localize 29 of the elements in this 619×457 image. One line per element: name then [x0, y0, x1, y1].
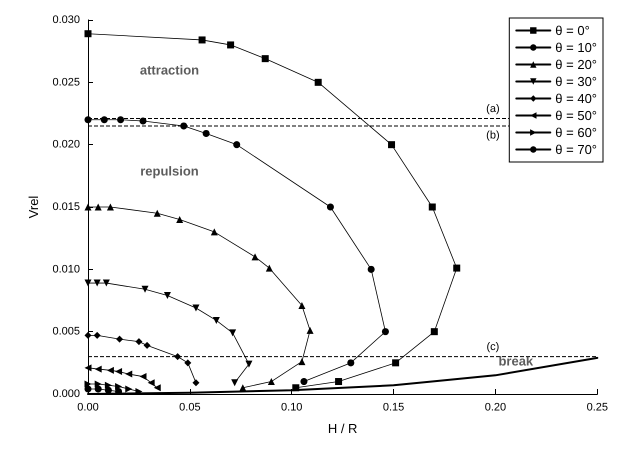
legend-label: θ = 20° — [555, 57, 598, 72]
y-tick-label: 0.030 — [52, 14, 80, 26]
x-tick-label: 0.00 — [77, 402, 99, 414]
x-tick-label: 0.10 — [281, 402, 302, 414]
legend-label: θ = 60° — [555, 125, 598, 140]
y-axis-title: Vrel — [26, 196, 41, 218]
ref-line-label: (b) — [486, 129, 500, 142]
x-tick-label: 0.15 — [382, 402, 404, 414]
ref-line-label: (a) — [486, 102, 500, 115]
x-tick-label: 0.20 — [484, 402, 506, 414]
annotation: attraction — [140, 62, 200, 78]
legend-label: θ = 10° — [555, 40, 598, 55]
legend-label: θ = 40° — [555, 91, 598, 106]
ref-line-label: (c) — [486, 341, 500, 354]
x-tick-label: 0.05 — [179, 402, 201, 414]
y-tick-label: 0.005 — [52, 326, 80, 338]
annotation: repulsion — [140, 163, 199, 178]
y-tick-label: 0.010 — [52, 263, 80, 276]
x-axis-title: H / R — [328, 421, 358, 436]
legend-label: θ = 30° — [555, 74, 598, 89]
annotation: break — [498, 354, 534, 369]
y-tick-label: 0.025 — [52, 76, 80, 88]
legend-label: θ = 70° — [555, 142, 598, 157]
legend-label: θ = 50° — [555, 108, 598, 123]
y-tick-label: 0.000 — [52, 388, 80, 400]
x-tick-label: 0.25 — [586, 402, 608, 414]
legend-label: θ = 0° — [555, 23, 590, 38]
y-tick-label: 0.020 — [52, 138, 80, 151]
y-tick-label: 0.015 — [52, 201, 80, 213]
